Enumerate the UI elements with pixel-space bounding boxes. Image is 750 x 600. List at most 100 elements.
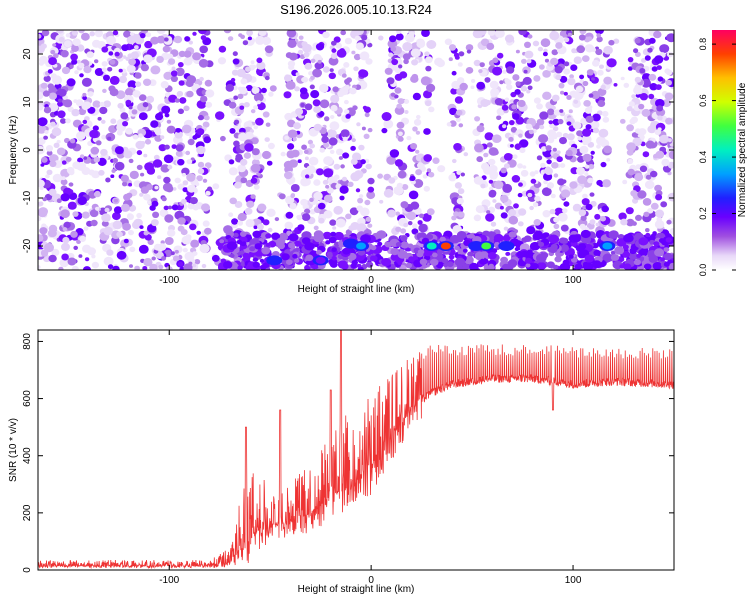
heatmap-cell xyxy=(229,197,237,205)
heatmap-cell xyxy=(555,251,561,257)
heatmap-cell xyxy=(521,58,527,64)
heatmap-cell xyxy=(326,251,333,257)
heatmap-cell xyxy=(567,133,575,141)
heatmap-cell xyxy=(62,236,70,244)
heatmap-cell xyxy=(635,214,642,221)
colorbar-label: Normalized spectral amplitude xyxy=(737,82,748,217)
heatmap-cell xyxy=(314,62,323,70)
heatmap-cell xyxy=(652,262,662,270)
heatmap-cell xyxy=(455,109,463,116)
heatmap-cell xyxy=(517,99,526,108)
heatmap-cell xyxy=(139,225,144,230)
heatmap-cell xyxy=(365,216,372,222)
heatmap-cell xyxy=(112,158,119,163)
heatmap-cell xyxy=(149,79,157,87)
heatmap-cell xyxy=(112,265,120,270)
heatmap-cell xyxy=(163,154,174,164)
heatmap-cell xyxy=(401,235,408,241)
heatmap-cell xyxy=(187,138,195,146)
heatmap-cell xyxy=(523,69,528,74)
heatmap-cell xyxy=(479,258,486,264)
heatmap-cell xyxy=(144,139,152,145)
heatmap-cell xyxy=(39,227,48,235)
heatmap-cell xyxy=(626,124,634,132)
heatmap-cell xyxy=(665,79,672,86)
heatmap-cell xyxy=(175,144,184,152)
heatmap-cell xyxy=(648,93,655,100)
heatmap-cell xyxy=(237,220,244,226)
heatmap-cell xyxy=(405,262,413,269)
heatmap-cell xyxy=(284,249,291,255)
heatmap-cell xyxy=(120,112,129,120)
heatmap-cell xyxy=(407,243,414,249)
heatmap-cell xyxy=(149,263,158,270)
heatmap-cell xyxy=(79,235,86,242)
heatmap-cell xyxy=(123,193,131,201)
heatmap-cell xyxy=(423,90,432,99)
heatmap-cell xyxy=(47,69,53,74)
heatmap-cell xyxy=(432,252,438,258)
heatmap-hotspot xyxy=(481,242,492,250)
heatmap-cell xyxy=(592,260,602,269)
heatmap-cell xyxy=(331,48,337,53)
heatmap-cell xyxy=(302,177,311,186)
heatmap-cell xyxy=(534,195,541,202)
heatmap-cell xyxy=(182,180,189,186)
heatmap-cell xyxy=(223,261,233,269)
heatmap-cell xyxy=(321,136,329,143)
heatmap-cell xyxy=(170,70,178,77)
heatmap-cell xyxy=(565,149,573,157)
heatmap-cell xyxy=(457,188,465,195)
heatmap-cell xyxy=(567,32,573,37)
heatmap-cell xyxy=(548,234,559,244)
heatmap-cell xyxy=(151,219,159,227)
heatmap-cell xyxy=(154,185,159,190)
heatmap-cell xyxy=(563,37,570,43)
heatmap-cell xyxy=(585,44,595,53)
heatmap-cell xyxy=(404,110,409,114)
heatmap-cell xyxy=(357,217,366,226)
heatmap-cell xyxy=(479,30,487,36)
heatmap-cell xyxy=(503,153,513,161)
heatmap-cell xyxy=(339,178,350,188)
heatmap-cell xyxy=(95,206,100,211)
heatmap-cell xyxy=(473,59,481,67)
heatmap-cell xyxy=(547,247,554,253)
heatmap-cell xyxy=(578,34,586,41)
heatmap-cell xyxy=(341,73,347,78)
heatmap-cell xyxy=(397,131,403,137)
heatmap-cell xyxy=(576,166,585,176)
heatmap-cell xyxy=(506,66,515,74)
heatmap-cell xyxy=(634,76,642,83)
heatmap-cell xyxy=(319,99,330,109)
heatmap-cell xyxy=(390,92,396,97)
heatmap-cell xyxy=(524,50,534,59)
heatmap-cell xyxy=(207,186,213,192)
heatmap-cell xyxy=(466,49,472,54)
heatmap-cell xyxy=(361,34,368,41)
heatmap-cell xyxy=(437,165,446,173)
x-tick-label: -100 xyxy=(159,275,179,286)
heatmap-cell xyxy=(113,198,118,203)
heatmap-cell xyxy=(411,59,419,66)
heatmap-cell xyxy=(357,197,364,204)
heatmap-cell xyxy=(172,187,177,191)
heatmap-cell xyxy=(364,112,370,118)
heatmap-cell xyxy=(138,112,148,121)
heatmap-cell xyxy=(299,87,308,95)
heatmap-cell xyxy=(128,158,134,164)
heatmap-cell xyxy=(473,214,482,222)
heatmap-cell xyxy=(549,30,560,41)
snr-frame xyxy=(37,329,675,571)
heatmap-cell xyxy=(313,123,322,132)
heatmap-hotspot xyxy=(440,242,451,250)
heatmap-cell xyxy=(233,140,240,147)
heatmap-cell xyxy=(318,217,325,224)
heatmap-cell xyxy=(177,62,184,68)
heatmap-cell xyxy=(294,86,300,92)
heatmap-cell xyxy=(562,208,568,214)
heatmap-cell xyxy=(305,254,314,262)
heatmap-cell xyxy=(396,30,402,34)
heatmap-cell xyxy=(631,94,636,99)
heatmap-cell xyxy=(666,33,674,43)
